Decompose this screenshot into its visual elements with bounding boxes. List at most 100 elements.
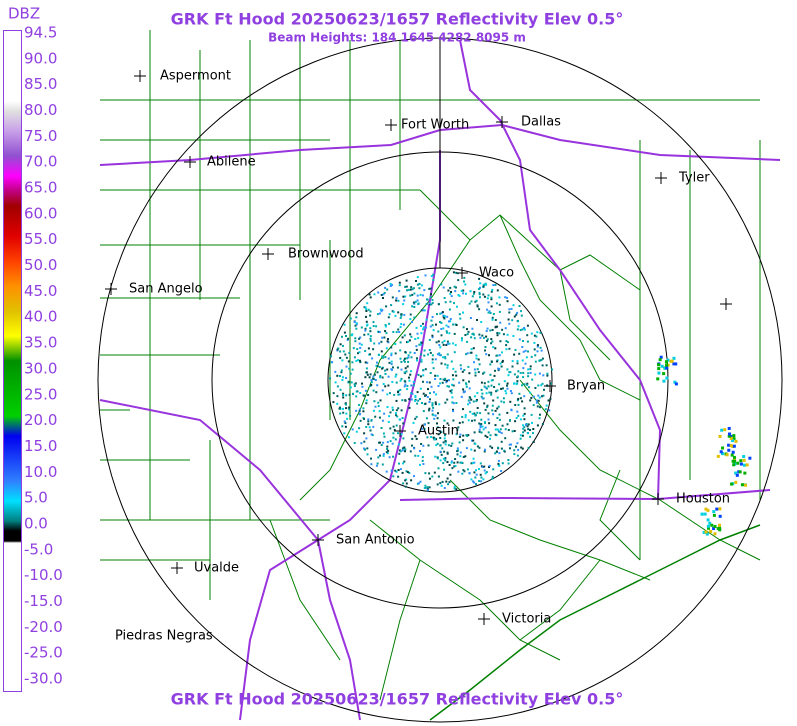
echo <box>461 337 463 340</box>
echo <box>386 393 389 396</box>
echo <box>336 385 339 388</box>
echo <box>415 326 418 329</box>
echo <box>393 393 396 396</box>
echo <box>406 289 408 292</box>
echo <box>339 350 342 353</box>
echo <box>416 402 419 405</box>
echo <box>339 412 342 415</box>
echo <box>422 328 424 331</box>
echo <box>464 283 467 286</box>
echo <box>363 432 366 435</box>
echo <box>539 331 542 334</box>
echo <box>415 415 418 418</box>
echo <box>518 338 521 341</box>
echo <box>410 356 413 359</box>
echo <box>439 354 442 357</box>
echo <box>526 340 529 343</box>
echo <box>439 437 442 439</box>
echo <box>462 391 465 394</box>
echo <box>379 441 382 444</box>
echo <box>394 343 397 345</box>
echo <box>734 480 738 484</box>
echo <box>718 507 722 511</box>
echo <box>397 328 400 331</box>
echo <box>465 383 468 386</box>
echo <box>359 336 362 339</box>
echo <box>500 447 503 450</box>
echo <box>397 393 400 396</box>
echo <box>526 432 529 435</box>
echo <box>712 510 716 514</box>
echo <box>345 394 348 397</box>
echo <box>450 291 452 293</box>
echo <box>435 444 438 447</box>
echo <box>383 412 386 415</box>
echo <box>449 390 452 393</box>
echo <box>429 398 431 401</box>
echo <box>468 302 471 305</box>
echo <box>386 368 389 371</box>
echo <box>488 391 491 394</box>
echo <box>718 528 722 532</box>
echo <box>348 352 351 354</box>
echo <box>407 354 410 357</box>
echo <box>389 440 392 443</box>
echo <box>424 472 427 475</box>
echo <box>403 299 406 302</box>
echo <box>481 397 484 400</box>
echo <box>396 366 399 369</box>
echo <box>516 311 519 314</box>
echo <box>496 289 499 292</box>
echo <box>462 379 465 382</box>
echo <box>504 428 507 431</box>
echo <box>455 402 458 404</box>
echo <box>513 449 516 452</box>
echo <box>480 388 483 391</box>
echo <box>386 445 389 448</box>
echo <box>708 521 712 525</box>
echo <box>487 311 490 314</box>
echo <box>731 459 735 463</box>
echo <box>343 420 346 423</box>
echo <box>443 297 446 299</box>
echo <box>456 447 459 450</box>
echo <box>430 319 433 322</box>
echo <box>382 356 385 359</box>
echo <box>449 473 452 476</box>
echo <box>368 376 371 379</box>
echo <box>370 384 373 386</box>
echo <box>375 391 378 394</box>
echo <box>404 450 406 453</box>
echo <box>395 373 398 376</box>
echo <box>474 371 477 374</box>
echo <box>381 419 384 422</box>
echo <box>416 283 419 286</box>
echo <box>444 434 446 437</box>
echo <box>439 482 442 485</box>
echo <box>511 360 514 363</box>
echo <box>529 368 532 370</box>
echo <box>503 380 506 383</box>
echo <box>337 347 340 350</box>
echo <box>536 345 539 348</box>
echo <box>408 379 411 382</box>
echo <box>346 417 349 420</box>
echo <box>364 329 367 332</box>
echo <box>509 419 511 422</box>
echo <box>414 394 417 397</box>
echo <box>391 442 394 445</box>
legend-label: 85.0 <box>24 75 57 93</box>
echo <box>436 442 439 445</box>
echo <box>532 404 535 407</box>
echo <box>530 396 533 399</box>
echo <box>461 415 464 418</box>
echo <box>482 372 484 375</box>
echo <box>484 349 486 352</box>
echo <box>439 378 442 380</box>
echo <box>381 309 384 312</box>
echo <box>439 444 442 447</box>
echo <box>370 381 373 384</box>
echo <box>674 382 678 386</box>
echo <box>438 354 441 357</box>
echo <box>519 397 522 400</box>
